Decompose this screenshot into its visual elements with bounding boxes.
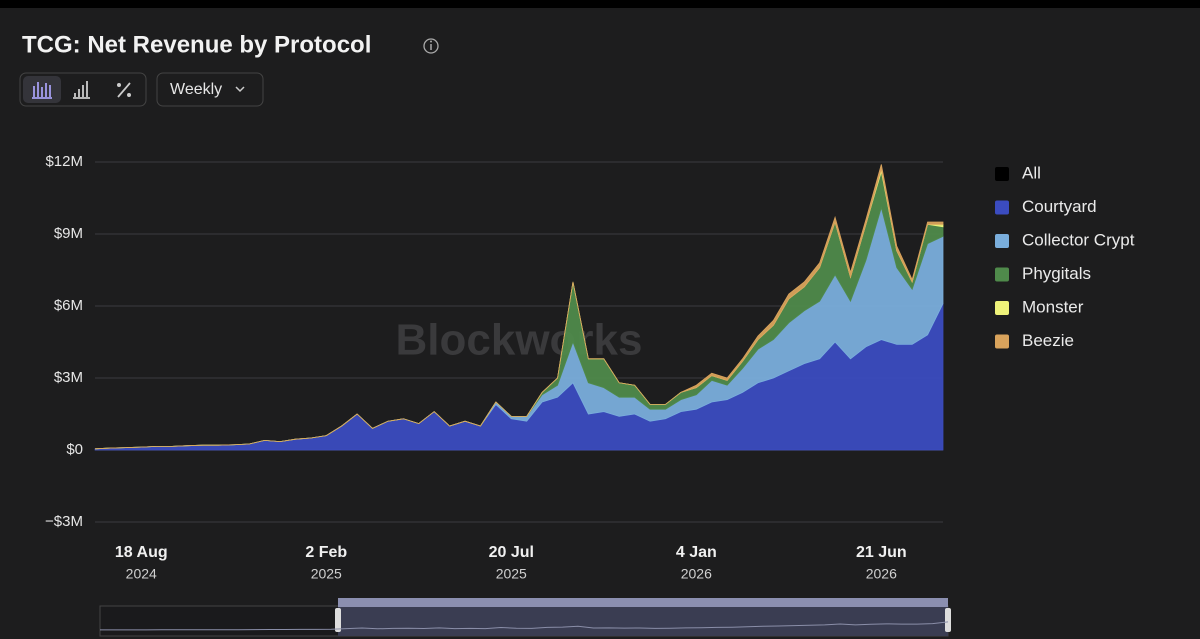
- y-tick-label: $3M: [54, 369, 83, 386]
- legend-swatch: [995, 167, 1009, 181]
- toggle-icon: [32, 82, 52, 99]
- legend-swatch: [995, 334, 1009, 349]
- navigator-bar[interactable]: [338, 598, 948, 607]
- interval-dropdown[interactable]: Weekly: [156, 72, 264, 107]
- chart-type-group: [19, 72, 147, 107]
- top-strip: [0, 0, 1200, 8]
- legend-label: Beezie: [1022, 331, 1074, 350]
- x-tick-label: 18 Aug: [115, 544, 168, 561]
- navigator-handle[interactable]: [945, 608, 951, 632]
- range-navigator[interactable]: [99, 598, 951, 637]
- toggle-icon: [117, 82, 131, 98]
- legend-label: Courtyard: [1022, 197, 1097, 216]
- watermark: Blockworks: [396, 316, 643, 365]
- axes: $12M $9M $6M $3M $0 −$3M 18 Aug 2024 2 Feb 2025 20…: [45, 153, 907, 582]
- x-tick-year: 2024: [126, 566, 157, 582]
- y-tick-label: $12M: [45, 153, 83, 170]
- areas: [94, 164, 944, 451]
- x-tick-year: 2025: [496, 566, 527, 582]
- y-tick-label: $9M: [54, 225, 83, 242]
- dropdown-box: [156, 72, 264, 107]
- navigator-line: [99, 621, 949, 631]
- legend-swatch: [995, 301, 1009, 315]
- toggle-icon: [127, 93, 131, 97]
- y-tick-label: $6M: [54, 297, 83, 314]
- info-dot: [430, 40, 432, 43]
- x-tick-label: 4 Jan: [676, 544, 717, 561]
- stacked-bar-toggle[interactable]: [23, 76, 61, 103]
- dropdown-caret: [235, 86, 245, 93]
- toggle-icon: [73, 81, 90, 99]
- legend-label: Monster: [1022, 297, 1084, 316]
- percent-toggle[interactable]: [117, 82, 131, 98]
- legend-label: All: [1022, 163, 1041, 182]
- toggle-icon: [117, 83, 121, 87]
- x-tick-year: 2026: [866, 566, 897, 582]
- legend: All Courtyard Collector Crypt Phygitals Mons…: [995, 163, 1135, 350]
- navigator-selection: [338, 606, 948, 636]
- chart-title: TCG: Net Revenue by Protocol: [22, 31, 371, 58]
- info-circle: [423, 38, 439, 54]
- area: [94, 164, 944, 450]
- x-tick-year: 2026: [681, 566, 712, 582]
- legend-swatch: [995, 234, 1009, 248]
- navigator-preview: [99, 621, 949, 631]
- legend-swatch: [995, 267, 1009, 282]
- y-tick-label: −$3M: [45, 513, 83, 530]
- x-tick-year: 2025: [311, 566, 342, 582]
- x-tick-label: 21 Jun: [856, 544, 907, 561]
- legend-label: Phygitals: [1022, 264, 1091, 283]
- y-tick-label: $0: [66, 441, 83, 458]
- bar-toggle[interactable]: [73, 81, 90, 99]
- legend-label: Collector Crypt: [1022, 230, 1135, 249]
- legend-swatch: [995, 200, 1009, 215]
- x-tick-label: 2 Feb: [305, 544, 347, 561]
- navigator-handle[interactable]: [335, 608, 341, 632]
- x-tick-label: 20 Jul: [489, 544, 534, 561]
- dropdown-label: Weekly: [170, 81, 222, 98]
- info-icon[interactable]: [423, 38, 439, 54]
